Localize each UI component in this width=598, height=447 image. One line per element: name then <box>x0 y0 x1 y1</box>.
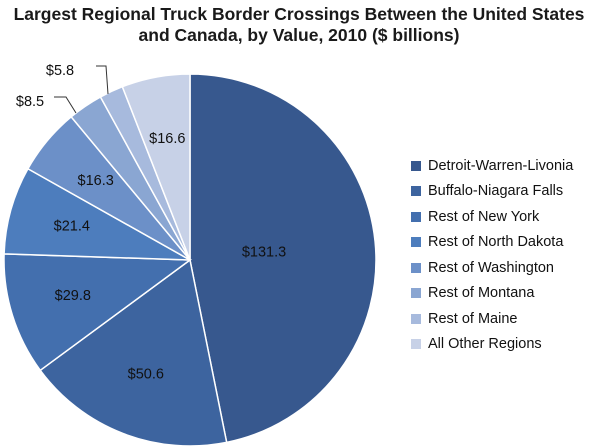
pie-slices <box>3 73 377 447</box>
legend-label: Rest of Washington <box>428 259 554 276</box>
legend-label: Rest of North Dakota <box>428 234 564 251</box>
legend-item-buffalo-niagara-falls: Buffalo-Niagara Falls <box>411 179 573 205</box>
legend-label: All Other Regions <box>428 336 542 353</box>
legend-swatch <box>411 313 421 324</box>
legend-label: Rest of New York <box>428 208 540 225</box>
leader-lines <box>54 65 109 114</box>
slice-label-rest-of-north-dakota: $21.4 <box>54 219 90 235</box>
pie-slice-buffalo-niagara-falls <box>39 258 228 447</box>
leader-line-rest-of-montana <box>54 96 77 114</box>
legend-swatch <box>411 288 421 299</box>
legend-swatch <box>411 186 421 197</box>
pie-slice-detroit-warren-livonia <box>189 73 377 444</box>
legend: Detroit-Warren-Livonia Buffalo-Niagara Fa… <box>411 153 573 357</box>
legend-item-rest-of-maine: Rest of Maine <box>411 306 573 332</box>
legend-label: Rest of Montana <box>428 285 535 302</box>
legend-swatch <box>411 211 421 222</box>
legend-item-rest-of-washington: Rest of Washington <box>411 255 573 281</box>
legend-swatch <box>411 160 421 171</box>
chart-title: Largest Regional Truck Border Crossings … <box>13 4 585 45</box>
slice-label-detroit-warren-livonia: $131.3 <box>242 244 286 260</box>
legend-label: Buffalo-Niagara Falls <box>428 183 564 200</box>
legend-swatch <box>411 262 421 273</box>
slice-label-rest-of-new-york: $29.8 <box>55 288 91 304</box>
slice-label-rest-of-maine: $5.8 <box>46 63 74 79</box>
slice-label-rest-of-washington: $16.3 <box>78 173 114 189</box>
legend-item-rest-of-new-york: Rest of New York <box>411 204 573 230</box>
legend-item-rest-of-montana: Rest of Montana <box>411 281 573 307</box>
slice-label-rest-of-montana: $8.5 <box>16 94 44 110</box>
legend-label: Rest of Maine <box>428 310 518 327</box>
slice-label-all-other-regions: $16.6 <box>149 131 185 147</box>
legend-swatch <box>411 339 421 350</box>
legend-swatch <box>411 237 421 248</box>
legend-item-all-other-regions: All Other Regions <box>411 332 573 358</box>
legend-label: Detroit-Warren-Livonia <box>428 157 574 174</box>
pie-slice-all-other-regions <box>121 73 191 261</box>
legend-item-detroit-warren-livonia: Detroit-Warren-Livonia <box>411 153 573 179</box>
legend-item-rest-of-north-dakota: Rest of North Dakota <box>411 230 573 256</box>
slice-labels: $131.3 $50.6 $29.8 $21.4 $16.3 $8.5$5.8 $16.6 <box>16 63 286 383</box>
leader-line-rest-of-maine <box>96 65 109 95</box>
pie-slice-rest-of-new-york <box>3 253 193 372</box>
slice-label-buffalo-niagara-falls: $50.6 <box>128 366 164 382</box>
